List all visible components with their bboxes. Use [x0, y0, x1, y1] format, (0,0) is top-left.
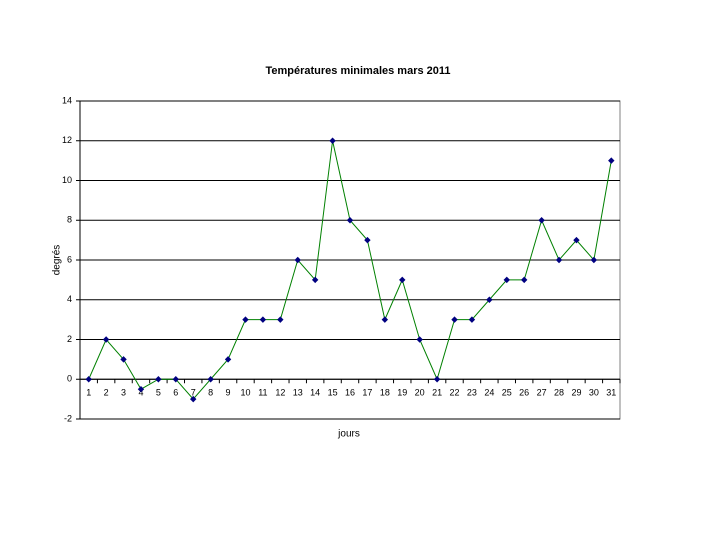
x-tick-label: 21 — [432, 388, 442, 398]
data-point — [416, 336, 423, 343]
x-tick-label: 10 — [240, 388, 250, 398]
x-tick-label: 30 — [589, 388, 599, 398]
data-point — [137, 385, 145, 393]
x-tick-label: 3 — [121, 388, 126, 398]
data-point — [364, 236, 371, 244]
data-point — [346, 217, 354, 224]
x-tick-label: 22 — [450, 388, 460, 398]
data-point — [155, 376, 162, 383]
data-point — [190, 395, 197, 403]
x-tick-label: 23 — [467, 388, 477, 398]
x-tick-label: 8 — [208, 388, 213, 398]
y-tick-label: 6 — [67, 254, 72, 264]
data-point — [486, 296, 493, 303]
x-tick-label: 20 — [415, 388, 425, 398]
y-axis-title: degrés — [52, 245, 63, 276]
y-tick-label: 14 — [62, 95, 72, 105]
data-point — [468, 316, 476, 323]
data-point — [207, 376, 214, 383]
y-tick-label: 12 — [62, 135, 72, 145]
y-tick-label: 8 — [67, 215, 72, 225]
y-tick-label: 4 — [67, 294, 72, 304]
x-tick-label: 17 — [362, 388, 372, 398]
data-point — [277, 316, 284, 323]
data-point — [555, 256, 563, 264]
y-tick-label: 0 — [67, 374, 72, 384]
x-tick-label: 2 — [104, 388, 109, 398]
data-point — [259, 316, 267, 323]
data-point — [573, 236, 580, 244]
data-point — [520, 276, 528, 284]
x-tick-label: 11 — [258, 388, 267, 398]
data-point — [503, 276, 510, 284]
x-tick-label: 26 — [519, 388, 529, 398]
x-tick-label: 1 — [86, 388, 91, 398]
y-tick-label: -2 — [64, 413, 72, 423]
chart-title: Températures minimales mars 2011 — [265, 65, 450, 77]
x-tick-label: 18 — [380, 388, 390, 398]
data-point — [433, 376, 441, 383]
x-tick-label: 13 — [293, 388, 303, 398]
x-tick-label: 24 — [484, 388, 494, 398]
x-tick-label: 6 — [173, 388, 178, 398]
data-point — [329, 137, 336, 144]
data-point — [381, 316, 389, 323]
x-tick-label: 12 — [275, 388, 285, 398]
data-point — [451, 316, 458, 323]
x-tick-label: 15 — [328, 388, 338, 398]
data-point — [311, 276, 319, 284]
data-point — [399, 276, 406, 284]
data-point — [590, 256, 598, 264]
x-tick-label: 31 — [606, 388, 616, 398]
data-point — [85, 376, 92, 383]
x-tick-label: 29 — [571, 388, 581, 398]
data-point — [538, 217, 545, 224]
x-tick-label: 7 — [191, 388, 196, 398]
data-point — [608, 157, 615, 164]
x-tick-label: 5 — [156, 388, 161, 398]
x-tick-label: 19 — [397, 388, 407, 398]
data-point — [294, 256, 301, 264]
y-tick-label: 10 — [62, 175, 72, 185]
x-tick-label: 27 — [537, 388, 547, 398]
x-tick-label: 9 — [226, 388, 231, 398]
data-point — [172, 376, 180, 383]
y-tick-label: 2 — [67, 334, 72, 344]
data-point — [224, 356, 232, 363]
x-tick-label: 28 — [554, 388, 564, 398]
x-tick-label: 16 — [345, 388, 355, 398]
x-tick-label: 4 — [138, 388, 143, 398]
x-tick-label: 14 — [310, 388, 320, 398]
data-point — [102, 336, 110, 343]
x-tick-label: 25 — [502, 388, 512, 398]
data-point — [242, 316, 249, 323]
x-axis-title: jours — [337, 429, 360, 440]
data-point — [120, 356, 127, 363]
